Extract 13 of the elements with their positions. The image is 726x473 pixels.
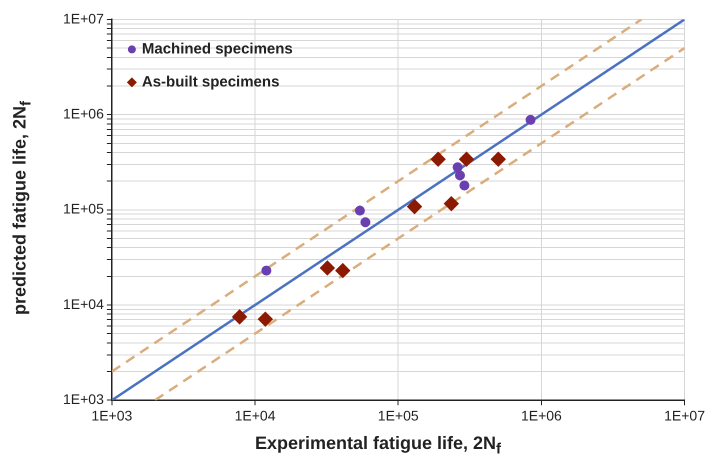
x-tick-label: 1E+03: [91, 407, 133, 424]
x-tick-label: 1E+04: [234, 407, 276, 424]
legend-label: Machined specimens: [142, 40, 293, 58]
x-tick-label: 1E+07: [664, 407, 706, 424]
y-tick-label: 1E+06: [62, 105, 104, 122]
x-tick-label: 1E+05: [378, 407, 419, 424]
y-tick-label: 1E+05: [62, 200, 104, 217]
y-tick-label: 1E+07: [62, 10, 104, 26]
x-axis-title: Experimental fatigue life, 2N$_{f}$: [254, 433, 502, 458]
x-tick-label: 1E+06: [520, 407, 562, 424]
legend-label: As-built specimens: [142, 74, 280, 91]
y-tick-label: 1E+03: [62, 391, 104, 408]
y-tick-label: 1E+04: [62, 296, 104, 312]
